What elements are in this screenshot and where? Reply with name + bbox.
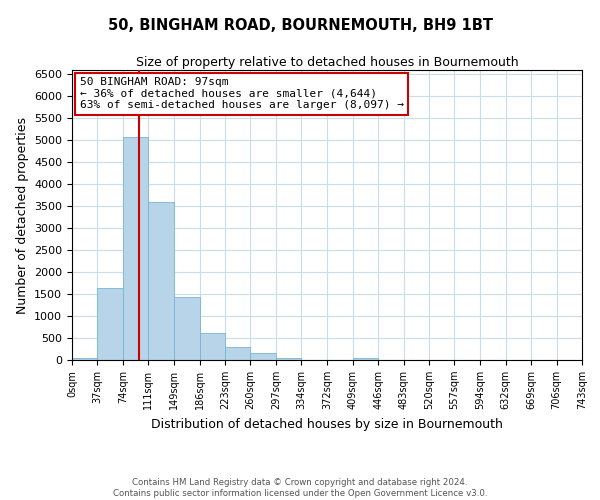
- Y-axis label: Number of detached properties: Number of detached properties: [16, 116, 29, 314]
- Bar: [97, 288, 123, 360]
- Bar: [148, 202, 174, 360]
- Bar: [353, 358, 378, 360]
- Bar: [200, 333, 225, 360]
- Text: 50, BINGHAM ROAD, BOURNEMOUTH, BH9 1BT: 50, BINGHAM ROAD, BOURNEMOUTH, BH9 1BT: [107, 18, 493, 32]
- Title: Size of property relative to detached houses in Bournemouth: Size of property relative to detached ho…: [136, 56, 518, 69]
- Bar: [72, 358, 97, 360]
- X-axis label: Distribution of detached houses by size in Bournemouth: Distribution of detached houses by size …: [151, 418, 503, 430]
- Text: 50 BINGHAM ROAD: 97sqm
← 36% of detached houses are smaller (4,644)
63% of semi-: 50 BINGHAM ROAD: 97sqm ← 36% of detached…: [80, 77, 404, 110]
- Bar: [123, 137, 148, 360]
- Text: Contains HM Land Registry data © Crown copyright and database right 2024.
Contai: Contains HM Land Registry data © Crown c…: [113, 478, 487, 498]
- Bar: [174, 297, 200, 360]
- Bar: [250, 354, 276, 360]
- Bar: [276, 358, 301, 360]
- Bar: [225, 347, 250, 360]
